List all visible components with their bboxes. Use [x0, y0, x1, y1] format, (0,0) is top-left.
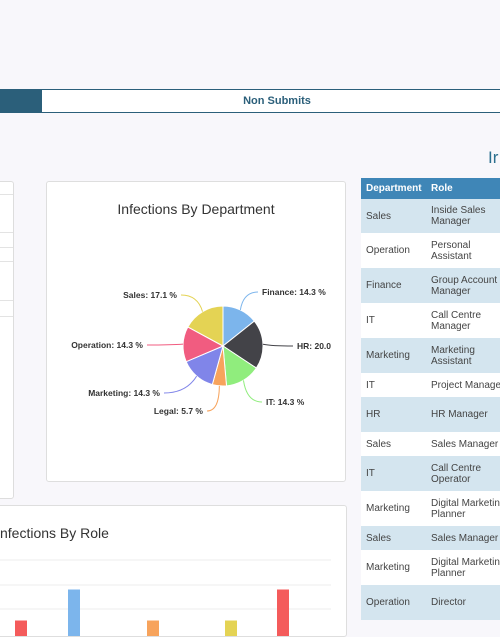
pie-chart-title: Infections By Department: [117, 201, 275, 217]
table-row[interactable]: IT Call Centre Operator: [361, 456, 500, 491]
department-cell: Sales: [361, 526, 426, 550]
pie-data-label: IT: 14.3 %: [266, 397, 305, 407]
table-row[interactable]: IT Call Centre Manager: [361, 303, 500, 338]
table-header-row: Department Role: [361, 178, 500, 199]
left-card-divider: [0, 316, 13, 317]
pie-data-label: Marketing: 14.3 %: [88, 388, 160, 398]
pie-slice[interactable]: [187, 305, 224, 347]
role-bar[interactable]: [15, 620, 27, 637]
table-row[interactable]: Operation Director: [361, 585, 500, 620]
table-row[interactable]: Marketing Digital Marketin Planner: [361, 550, 500, 585]
department-cell: Marketing: [361, 491, 426, 526]
tab-active[interactable]: [0, 89, 41, 113]
pie-connector: [242, 380, 263, 403]
table-row[interactable]: Sales Sales Manager: [361, 526, 500, 550]
pie-data-label: Finance: 14.3 %: [262, 287, 326, 297]
left-card: [0, 181, 14, 499]
tab-strip: Non Submits: [0, 89, 500, 114]
department-cell: IT: [361, 373, 426, 397]
department-cell: Marketing: [361, 550, 426, 585]
department-cell: Sales: [361, 432, 426, 456]
role-bar[interactable]: [68, 589, 80, 637]
department-cell: HR: [361, 397, 426, 432]
pie-data-label: Sales: 17.1 %: [123, 290, 177, 300]
left-card-divider: [0, 232, 13, 233]
table-row[interactable]: Sales Inside Sales Manager: [361, 199, 500, 233]
pie-connector: [163, 375, 198, 394]
tab-non-submits[interactable]: Non Submits: [41, 89, 500, 113]
department-cell: Marketing: [361, 338, 426, 373]
department-cell: Operation: [361, 585, 426, 620]
left-card-divider: [0, 300, 13, 301]
pie-connector: [262, 343, 294, 347]
pie-connector: [239, 291, 259, 311]
role-bar-chart: [0, 559, 331, 637]
role-chart-card: nfections By Role: [0, 505, 347, 637]
role-cell: Personal Assistant: [426, 233, 500, 268]
department-pie-card: Infections By Department Finance: 14.3 %…: [46, 181, 346, 482]
column-header-role[interactable]: Role: [426, 178, 500, 199]
role-cell: Digital Marketin Planner: [426, 550, 500, 585]
table-row[interactable]: Operation Personal Assistant: [361, 233, 500, 268]
pie-connector: [146, 343, 184, 346]
pie-connector: [180, 294, 204, 312]
department-cell: Sales: [361, 199, 426, 233]
role-cell: Sales Manager: [426, 526, 500, 550]
role-cell: HR Manager: [426, 397, 500, 432]
table-row[interactable]: Sales Sales Manager: [361, 432, 500, 456]
department-cell: Finance: [361, 268, 426, 303]
column-header-department[interactable]: Department: [361, 178, 426, 199]
pie-connector: [206, 385, 220, 412]
role-bar[interactable]: [277, 589, 289, 637]
role-cell: Project Manage: [426, 373, 500, 397]
table-row[interactable]: Marketing Marketing Assistant: [361, 338, 500, 373]
department-cell: Operation: [361, 233, 426, 268]
table-row[interactable]: Marketing Digital Marketin Planner: [361, 491, 500, 526]
table-row[interactable]: HR HR Manager: [361, 397, 500, 432]
role-cell: Call Centre Manager: [426, 303, 500, 338]
table-row[interactable]: IT Project Manage: [361, 373, 500, 397]
role-cell: Director: [426, 585, 500, 620]
pie-data-label: HR: 20.0: [297, 341, 331, 351]
left-card-divider: [0, 247, 13, 248]
role-cell: Sales Manager: [426, 432, 500, 456]
left-card-divider: [0, 261, 13, 262]
role-bar[interactable]: [147, 620, 159, 637]
pie-chart: Finance: 14.3 % HR: 20.0 IT: 14.3 % Legal: …: [71, 287, 331, 416]
pie-data-label: Operation: 14.3 %: [71, 340, 143, 350]
pie-data-label: Legal: 5.7 %: [154, 406, 204, 416]
department-cell: IT: [361, 456, 426, 491]
role-cell: Call Centre Operator: [426, 456, 500, 491]
role-chart-title: nfections By Role: [0, 525, 109, 541]
department-role-table: Department Role Sales Inside Sales Manager…: [361, 178, 500, 620]
left-card-divider: [0, 194, 13, 195]
table-row[interactable]: Finance Group Account Manager: [361, 268, 500, 303]
role-cell: Group Account Manager: [426, 268, 500, 303]
section-heading: Ir: [488, 148, 499, 167]
role-bar[interactable]: [225, 620, 237, 637]
role-cell: Digital Marketin Planner: [426, 491, 500, 526]
department-cell: IT: [361, 303, 426, 338]
role-cell: Marketing Assistant: [426, 338, 500, 373]
role-cell: Inside Sales Manager: [426, 199, 500, 233]
